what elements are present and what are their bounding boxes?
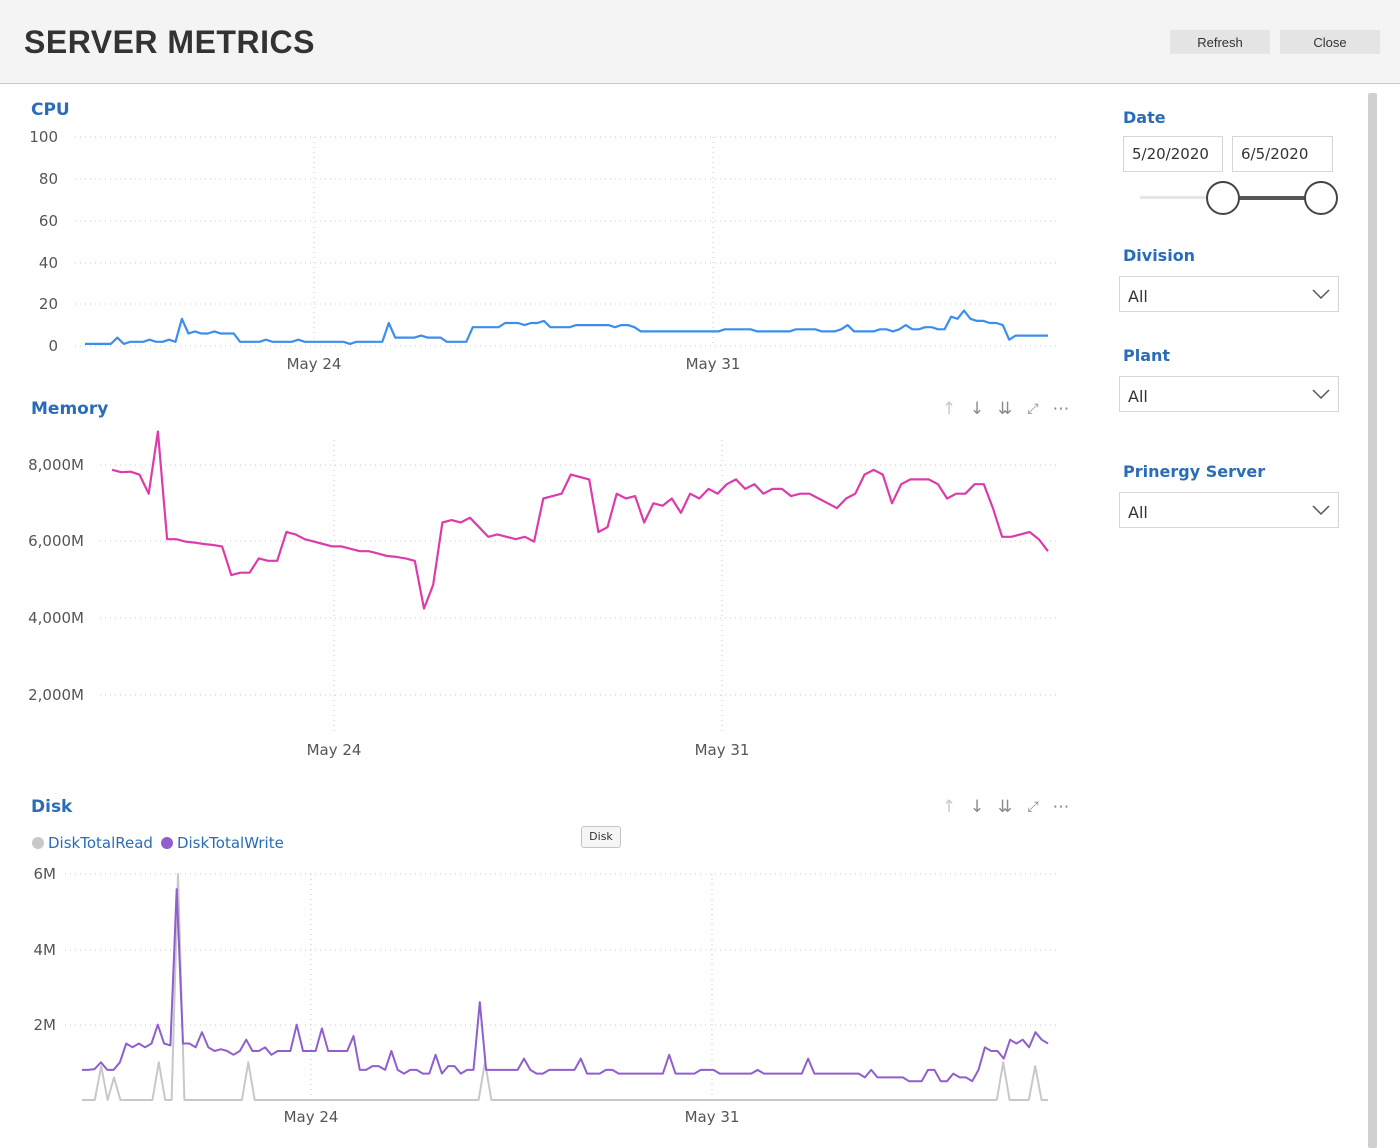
arrow-up-icon[interactable]: ↑	[941, 399, 957, 419]
cpu-chart[interactable]: 100 80 60 40 20 0 May 24 May 31	[0, 0, 1100, 390]
plant-dropdown[interactable]: All	[1119, 376, 1339, 412]
x-tick-label: May 31	[686, 355, 741, 373]
y-tick-label: 0	[48, 337, 58, 355]
x-tick-label: May 31	[695, 741, 750, 759]
page-scrollbar[interactable]	[1368, 93, 1377, 1148]
division-dropdown[interactable]: All	[1119, 276, 1339, 312]
plant-filter-label: Plant	[1123, 346, 1171, 365]
disk-tooltip: Disk	[581, 826, 621, 848]
division-filter-label: Division	[1123, 246, 1196, 265]
arrow-up-icon[interactable]: ↑	[941, 797, 957, 817]
focus-mode-icon[interactable]: ⤢	[1027, 799, 1039, 815]
cpu-chart-title: CPU	[31, 100, 70, 120]
date-filter-label: Date	[1123, 108, 1166, 127]
series-line	[82, 873, 1048, 1101]
y-tick-label: 4,000M	[28, 609, 84, 627]
division-value: All	[1128, 287, 1148, 306]
legend-label: DiskTotalRead	[48, 834, 153, 852]
chevron-down-icon	[1312, 505, 1330, 516]
disk-legend: DiskTotalRead DiskTotalWrite	[32, 834, 284, 852]
double-arrow-down-icon[interactable]: ⇊	[997, 399, 1013, 419]
y-tick-label: 6M	[34, 865, 57, 883]
memory-chart-title: Memory	[31, 399, 109, 419]
disk-visual-toolbar: ↑ ↓ ⇊ ⤢ ⋯	[938, 796, 1072, 818]
date-slider-end-handle[interactable]	[1304, 181, 1338, 215]
more-options-icon[interactable]: ⋯	[1052, 399, 1070, 419]
y-tick-label: 4M	[34, 941, 57, 959]
app-title: SERVER METRICS	[24, 24, 315, 60]
close-button[interactable]: Close	[1280, 30, 1380, 54]
legend-dot-icon	[32, 837, 44, 849]
memory-chart[interactable]: 8,000M 6,000M 4,000M 2,000M May 24 May 31	[0, 0, 1100, 780]
y-tick-label: 100	[29, 128, 58, 146]
y-tick-label: 6,000M	[28, 532, 84, 550]
chevron-down-icon	[1312, 289, 1330, 300]
y-tick-label: 60	[39, 212, 58, 230]
server-dropdown[interactable]: All	[1119, 492, 1339, 528]
refresh-button[interactable]: Refresh	[1170, 30, 1270, 54]
x-tick-label: May 24	[284, 1108, 339, 1126]
x-tick-label: May 31	[685, 1108, 740, 1126]
legend-label: DiskTotalWrite	[176, 834, 284, 852]
start-date-input[interactable]: 5/20/2020	[1123, 136, 1223, 172]
plant-value: All	[1128, 387, 1148, 406]
x-tick-label: May 24	[287, 355, 342, 373]
arrow-down-icon[interactable]: ↓	[969, 797, 985, 817]
disk-chart-title: Disk	[31, 797, 73, 817]
series-line	[82, 888, 1049, 1083]
y-tick-label: 2,000M	[28, 686, 84, 704]
memory-visual-toolbar: ↑ ↓ ⇊ ⤢ ⋯	[938, 398, 1072, 420]
server-filter-label: Prinergy Server	[1123, 462, 1266, 481]
more-options-icon[interactable]: ⋯	[1052, 797, 1070, 817]
date-slider-start-handle[interactable]	[1206, 181, 1240, 215]
y-tick-label: 2M	[34, 1016, 57, 1034]
end-date-input[interactable]: 6/5/2020	[1232, 136, 1333, 172]
series-line	[85, 309, 1048, 345]
server-value: All	[1128, 503, 1148, 522]
y-tick-label: 20	[39, 295, 58, 313]
y-tick-label: 8,000M	[28, 456, 84, 474]
legend-item-write[interactable]: DiskTotalWrite	[160, 834, 284, 852]
y-tick-label: 80	[39, 170, 58, 188]
focus-mode-icon[interactable]: ⤢	[1027, 401, 1039, 417]
legend-dot-icon	[160, 837, 173, 849]
disk-chart[interactable]: 6M 4M 2M May 24 May 31	[0, 0, 1100, 1148]
x-tick-label: May 24	[307, 741, 362, 759]
y-tick-label: 40	[39, 254, 58, 272]
series-line	[111, 430, 1049, 610]
legend-item-read[interactable]: DiskTotalRead	[32, 834, 153, 852]
arrow-down-icon[interactable]: ↓	[969, 399, 985, 419]
chevron-down-icon	[1312, 389, 1330, 400]
double-arrow-down-icon[interactable]: ⇊	[997, 797, 1013, 817]
date-slider-range	[1223, 196, 1321, 200]
title-bar: SERVER METRICS Refresh Close	[0, 0, 1400, 84]
